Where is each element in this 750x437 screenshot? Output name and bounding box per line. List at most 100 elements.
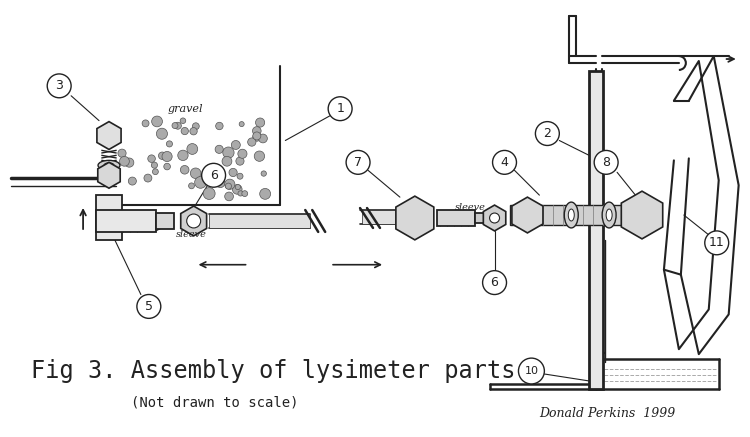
Bar	[209, 214, 310, 228]
Bar	[362, 210, 410, 224]
Text: 6: 6	[210, 169, 218, 182]
Text: sleeve: sleeve	[454, 203, 485, 212]
Circle shape	[238, 149, 247, 158]
Text: 8: 8	[602, 156, 610, 169]
Bar	[509, 205, 659, 225]
Bar	[96, 195, 122, 240]
Text: 11: 11	[709, 236, 724, 250]
Circle shape	[536, 121, 560, 146]
Circle shape	[225, 183, 232, 189]
Circle shape	[190, 128, 197, 135]
Text: .: .	[602, 340, 607, 358]
Circle shape	[152, 116, 163, 127]
Circle shape	[152, 162, 157, 168]
Polygon shape	[621, 191, 663, 239]
Text: 7: 7	[354, 156, 362, 169]
Circle shape	[148, 155, 155, 163]
Circle shape	[261, 171, 266, 176]
Circle shape	[216, 122, 223, 130]
Circle shape	[118, 149, 126, 157]
Text: sleeve: sleeve	[176, 230, 206, 239]
Circle shape	[190, 168, 201, 179]
Circle shape	[229, 168, 237, 177]
Circle shape	[162, 152, 172, 162]
Bar	[156, 213, 174, 229]
Circle shape	[187, 144, 198, 154]
Circle shape	[236, 184, 241, 190]
Ellipse shape	[568, 209, 574, 221]
Ellipse shape	[602, 202, 616, 228]
Circle shape	[128, 177, 136, 185]
Circle shape	[187, 214, 201, 228]
Bar	[96, 210, 156, 232]
Text: Fig 3. Assembly of lysimeter parts: Fig 3. Assembly of lysimeter parts	[32, 359, 516, 383]
Circle shape	[47, 74, 71, 98]
Polygon shape	[396, 196, 433, 240]
Circle shape	[236, 157, 244, 165]
Circle shape	[188, 183, 194, 189]
Circle shape	[490, 213, 500, 223]
Circle shape	[223, 147, 234, 158]
Polygon shape	[512, 197, 543, 233]
Circle shape	[518, 358, 544, 384]
Circle shape	[175, 122, 181, 129]
Circle shape	[254, 151, 265, 161]
Circle shape	[328, 97, 352, 121]
Circle shape	[232, 184, 242, 194]
Text: 10: 10	[524, 366, 538, 376]
Circle shape	[224, 179, 235, 189]
Text: .: .	[615, 352, 619, 362]
Circle shape	[124, 158, 134, 167]
Circle shape	[178, 150, 188, 160]
Text: 1: 1	[336, 102, 344, 115]
Circle shape	[225, 192, 233, 201]
Circle shape	[256, 118, 265, 127]
Circle shape	[152, 169, 158, 175]
Circle shape	[216, 179, 225, 187]
Circle shape	[119, 156, 129, 166]
Circle shape	[237, 173, 243, 179]
Ellipse shape	[606, 209, 612, 221]
Text: 5: 5	[145, 300, 153, 313]
Circle shape	[144, 174, 152, 182]
Text: 2: 2	[544, 127, 551, 140]
Circle shape	[193, 123, 200, 130]
Circle shape	[157, 128, 167, 139]
Circle shape	[253, 132, 261, 140]
Bar	[436, 210, 475, 226]
Circle shape	[222, 156, 232, 166]
Circle shape	[253, 133, 261, 141]
Circle shape	[158, 152, 166, 160]
Circle shape	[172, 122, 178, 128]
Bar	[475, 213, 490, 223]
Circle shape	[231, 140, 240, 149]
Polygon shape	[483, 205, 506, 231]
Polygon shape	[98, 163, 120, 188]
Circle shape	[166, 141, 172, 147]
Circle shape	[202, 163, 226, 187]
Circle shape	[242, 191, 248, 197]
Text: (Not drawn to scale): (Not drawn to scale)	[131, 396, 298, 410]
Circle shape	[238, 191, 243, 196]
Circle shape	[482, 271, 506, 295]
Circle shape	[195, 177, 206, 188]
Text: 4: 4	[500, 156, 508, 169]
Circle shape	[215, 145, 223, 153]
Ellipse shape	[564, 202, 578, 228]
Circle shape	[253, 127, 261, 135]
Circle shape	[259, 134, 267, 143]
Text: 3: 3	[56, 80, 63, 92]
Circle shape	[180, 166, 189, 174]
Ellipse shape	[98, 160, 120, 170]
Polygon shape	[181, 206, 206, 236]
Circle shape	[203, 187, 215, 199]
Text: gravel: gravel	[168, 104, 203, 114]
Text: Donald Perkins  1999: Donald Perkins 1999	[539, 407, 676, 420]
Circle shape	[260, 188, 271, 199]
Circle shape	[705, 231, 729, 255]
Circle shape	[346, 150, 370, 174]
Circle shape	[248, 138, 256, 146]
Text: 6: 6	[490, 276, 499, 289]
Circle shape	[239, 121, 244, 127]
Circle shape	[493, 150, 517, 174]
